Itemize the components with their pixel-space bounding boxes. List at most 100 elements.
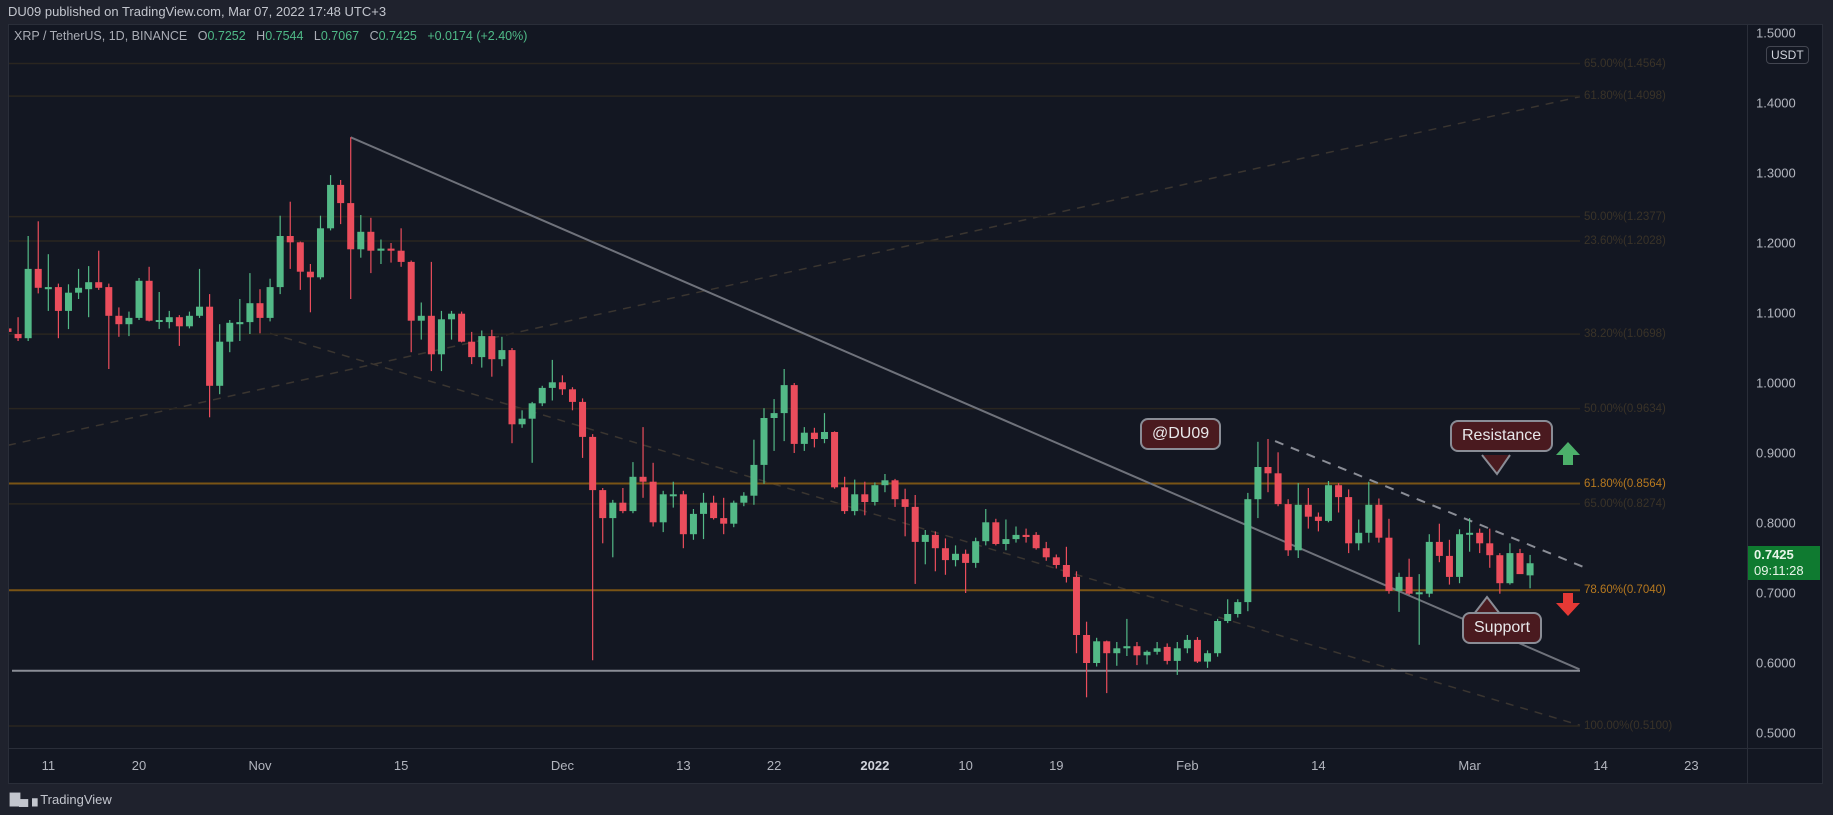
candle [1143, 650, 1151, 665]
candle-body [95, 282, 103, 288]
candle-body [891, 480, 899, 500]
candle-body [579, 401, 587, 437]
candle-body [427, 315, 435, 355]
fib-level-label: 78.60%(0.7040) [1584, 584, 1666, 597]
candle [528, 401, 536, 463]
candle [1193, 637, 1201, 663]
candle [558, 375, 566, 395]
candle-body [246, 303, 254, 323]
candle-body [266, 287, 274, 318]
price-tick-label: 0.5000 [1756, 725, 1796, 741]
currency-button[interactable]: USDT [1766, 46, 1809, 64]
candle [1264, 439, 1272, 493]
candle [508, 348, 516, 444]
candle-body [468, 341, 476, 358]
candle-body [790, 385, 798, 444]
time-tick-label: 22 [766, 758, 782, 773]
candle [1345, 489, 1353, 554]
candle-body [1345, 497, 1353, 544]
candle [831, 431, 839, 489]
price-axis-divider [1747, 24, 1748, 784]
candle-body [14, 334, 22, 339]
candle-body [1425, 541, 1433, 594]
candle-body [1264, 467, 1272, 474]
candle-body [1516, 553, 1524, 575]
time-tick-label: Dec [550, 758, 574, 773]
candle [1385, 518, 1393, 594]
candle [952, 545, 960, 567]
candle [75, 268, 83, 299]
candle [1526, 554, 1534, 589]
candle [498, 336, 506, 367]
candle-body [316, 228, 324, 278]
candle-body [508, 350, 516, 425]
candle-body [649, 481, 657, 523]
candle [306, 264, 314, 313]
candle-body [357, 231, 365, 250]
time-tick-label: 14 [1311, 758, 1326, 773]
tradingview-logo[interactable]: ▇▄▗ TradingView [10, 791, 112, 807]
candle-body [528, 403, 536, 419]
candle-body [347, 203, 355, 250]
candle-body [1365, 504, 1373, 533]
time-tick-label: Nov [248, 758, 272, 773]
candle-body [296, 242, 304, 272]
candle [1466, 518, 1474, 552]
candle [679, 490, 687, 549]
candle-body [64, 292, 72, 311]
candle [216, 324, 224, 395]
chart-panel[interactable] [8, 24, 1823, 784]
candle [1083, 621, 1091, 698]
candle [165, 310, 173, 329]
candle-body [34, 268, 42, 288]
candle-body [1002, 539, 1010, 544]
candle [800, 427, 808, 451]
candle-body [145, 280, 153, 321]
candle [609, 499, 617, 558]
candle-body [1456, 534, 1464, 577]
candle-body [397, 250, 405, 262]
candle [820, 413, 828, 444]
arrow-down-icon [1556, 593, 1580, 616]
candle [1062, 546, 1070, 583]
candle-body [1314, 516, 1322, 521]
price-tick-label: 0.8000 [1756, 515, 1796, 531]
candle [185, 311, 193, 329]
candle-body [1435, 541, 1443, 556]
candle [1516, 548, 1524, 575]
candle [1244, 492, 1252, 612]
candle-body [1415, 592, 1423, 595]
candle [1002, 519, 1010, 551]
candle [851, 479, 859, 516]
candle [488, 329, 496, 377]
last-price-tag: 0.7425 09:11:28 [1748, 546, 1820, 580]
candle [689, 509, 697, 540]
candle-body [155, 320, 163, 322]
candle [347, 137, 355, 299]
price-tick-label: 0.6000 [1756, 655, 1796, 671]
candle [367, 217, 375, 274]
fib-level-label: 65.00%(0.8274) [1584, 497, 1666, 510]
candle-body [1405, 576, 1413, 594]
candle [770, 399, 778, 451]
candle [901, 488, 909, 537]
publish-header: DU09 published on TradingView.com, Mar 0… [0, 0, 1833, 24]
candle [155, 292, 163, 330]
tv-logo-icon: ▇▄▗ [10, 791, 37, 806]
drawings-layer [12, 136, 1586, 672]
candle-body [1173, 648, 1181, 661]
candle-body [992, 522, 1000, 544]
candle-body [1012, 534, 1020, 540]
candle-body [1466, 532, 1474, 535]
fib-retracement-layer [9, 62, 1581, 727]
candle-body [1324, 485, 1332, 521]
candle-body [1395, 576, 1403, 591]
candle [135, 278, 143, 320]
candle [1324, 481, 1332, 523]
candle [64, 284, 72, 330]
time-tick-label: 15 [393, 758, 409, 773]
candle-body [1274, 473, 1282, 505]
fib-level-label: 38.20%(1.0698) [1584, 328, 1666, 341]
candle [568, 387, 576, 411]
